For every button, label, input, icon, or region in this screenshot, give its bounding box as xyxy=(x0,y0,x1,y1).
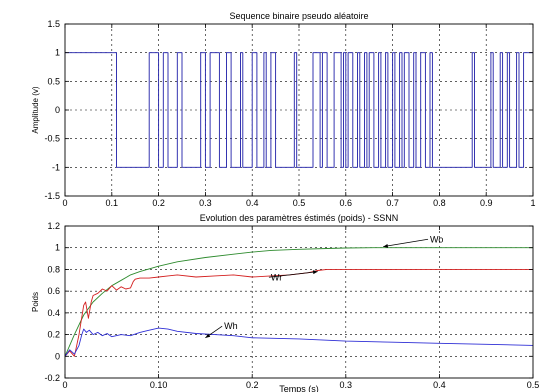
bottom-xtick-label: 0 xyxy=(62,380,67,390)
top-xtick-label: 0.7 xyxy=(386,198,399,208)
top-xtick-label: 0.6 xyxy=(340,198,353,208)
bottom-axes-frame xyxy=(64,225,534,379)
bottom-annotation-arrow-wr xyxy=(268,271,318,278)
top-xtick-label: 0 xyxy=(62,198,67,208)
bottom-x-axis-label: Temps (s) xyxy=(279,384,319,392)
bottom-annotation-arrowhead-wr xyxy=(312,270,318,275)
top-ytick-label: -0.5 xyxy=(44,134,60,144)
top-xtick-label: 0.5 xyxy=(293,198,306,208)
bottom-axes: 0 0.10 0.2 0.3 0.4 0.5-0.200.20.40.60.811.2Ev… xyxy=(31,213,539,392)
bottom-series-wh-line xyxy=(64,327,534,357)
bottom-ytick-label: 0.8 xyxy=(47,264,60,274)
top-ytick-label: 0.5 xyxy=(47,76,60,86)
bottom-xtick-label: 0.2 xyxy=(246,380,259,390)
top-xtick-label: 0.8 xyxy=(433,198,446,208)
top-ytick-label: 1.5 xyxy=(47,19,60,29)
bottom-ytick-label: 1 xyxy=(55,243,60,253)
top-xtick-label: 0.3 xyxy=(199,198,212,208)
bottom-ytick-label: -0.2 xyxy=(44,373,60,383)
bottom-ytick-label: 1.2 xyxy=(47,221,60,231)
bottom-series-wo-line xyxy=(64,247,533,357)
bottom-ytick-label: 0.4 xyxy=(47,308,60,318)
top-series-signal-line xyxy=(65,52,533,168)
bottom-xtick-label: 0.5 xyxy=(527,380,540,390)
bottom-ytick-label: 0 xyxy=(55,351,60,361)
bottom-annotation-arrow-wo xyxy=(383,238,429,248)
top-ytick-label: -1.5 xyxy=(44,191,60,201)
top-ytick-label: 1 xyxy=(55,48,60,58)
top-chart-title: Sequence binaire pseudo aléatoire xyxy=(229,11,368,21)
bottom-annotation-arrowhead-wh xyxy=(205,333,211,338)
top-axes: 0 0.1 0.2 0.3 0.4 0.5 0.6 0.7 0.8 0.9 1 -1.5 -1 -0.5 0… xyxy=(31,11,536,208)
top-xtick-label: 1 xyxy=(530,198,535,208)
bottom-ytick-label: 0.6 xyxy=(47,286,60,296)
top-ytick-label: 0 xyxy=(55,105,60,115)
bottom-xtick-label: 0.4 xyxy=(433,380,446,390)
bottom-xtick-label: 0.10 xyxy=(150,380,168,390)
top-xtick-label: 0.4 xyxy=(246,198,259,208)
top-xtick-label: 0.9 xyxy=(480,198,493,208)
bottom-series-wr-line xyxy=(64,268,533,357)
bottom-annotation-label-wh: Wh xyxy=(224,321,238,331)
bottom-chart-title: Evolution des paramètres éstimés (poids)… xyxy=(200,213,399,223)
bottom-y-axis-label: Poids xyxy=(31,292,40,312)
bottom-annotation-label-wo: Wo xyxy=(430,234,443,244)
bottom-xtick-label: 0.3 xyxy=(340,380,353,390)
top-ytick-label: -1 xyxy=(52,162,60,172)
bottom-ytick-label: 0.2 xyxy=(47,330,60,340)
bottom-annotation-arrowhead-wo xyxy=(383,243,389,248)
bottom-annotation-label-wr: Wr xyxy=(271,272,282,282)
top-y-axis-label: Amplitude (v) xyxy=(31,86,40,133)
top-xtick-label: 0.2 xyxy=(152,198,165,208)
top-xtick-label: 0.1 xyxy=(106,198,119,208)
